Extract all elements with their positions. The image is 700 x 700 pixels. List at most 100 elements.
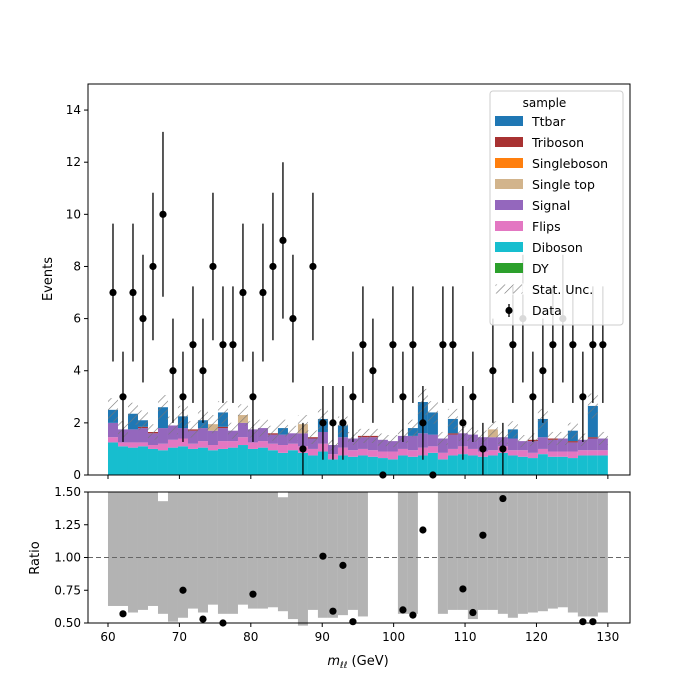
bar-diboson [487,455,498,475]
bar-signal [357,437,368,449]
data-point [109,288,117,297]
main-panel: 0 2 4 6 8 10 12 14 [66,83,631,482]
stat-unc-band [547,431,558,446]
data-point [149,262,157,271]
data-point [569,341,577,349]
bar-signal [217,428,228,442]
ratio-unc-band [187,492,198,609]
ratio-unc-band [337,492,348,616]
data-point [189,341,197,349]
ratio-unc-band [547,492,558,609]
data-point [269,262,277,271]
bar-diboson [457,454,468,475]
ratio-unc-band [257,492,268,609]
bar-flips [227,441,238,448]
bar-ttbar [587,405,598,438]
x-tick-label: 100 [382,630,405,644]
bar-signal [487,437,498,451]
ratio-panel: 0.50 0.75 1.00 1.25 1.50 60 70 80 90 100 110 120 130 [54,485,631,644]
ratio-point [409,611,417,619]
legend-swatch-diboson [495,242,523,252]
legend-label: Stat. Unc. [532,282,593,297]
x-tick-label: 90 [315,630,330,644]
data-point [529,393,537,401]
x-tick-label: 110 [454,630,477,644]
bar-flips [587,450,598,456]
stat-unc-band [447,408,458,430]
data-point [389,341,397,349]
stat-unc-band [507,421,518,438]
ratio-unc-band [117,492,128,606]
ratio-point [479,531,487,539]
x-tick-label: 120 [525,630,548,644]
stat-unc-band [147,424,158,440]
stat-unc-band [487,421,498,438]
ratio-unc-band [107,492,118,606]
data-point [399,393,407,401]
ratio-unc-band [267,492,278,608]
data-point [159,210,167,218]
legend-swatch-singleboson [495,158,523,168]
ratio-unc-band [437,492,448,614]
bar-signal [107,422,118,438]
stat-unc-band [187,421,198,438]
bar-flips [127,442,138,448]
bar-diboson [267,450,278,475]
bar-flips [217,441,228,449]
bar-signal [587,438,598,451]
ratio-y-tick-label: 0.75 [54,583,81,597]
data-point [359,341,367,349]
data-point [549,341,557,349]
stat-unc-band [217,401,228,424]
data-point [299,445,307,453]
bar-signal [127,429,138,443]
stat-unc-band [157,395,168,420]
data-point [199,367,207,375]
legend-label: Flips [532,219,561,234]
data-point [579,393,587,401]
ratio-unc-band [407,492,418,614]
bar-signal [567,442,578,452]
bar-diboson [387,459,398,475]
stat-unc-band [237,404,248,426]
data-point [309,262,317,271]
stat-unc-band [587,393,598,419]
stat-unc-band [517,435,528,448]
bar-diboson [307,455,318,475]
data-point [119,393,127,401]
stat-unc-band [377,433,388,447]
bar-diboson [187,448,198,475]
ratio-unc-band [217,492,228,614]
stat-unc-band [227,422,238,439]
ratio-point [179,586,187,594]
bar-signal [427,434,438,447]
bar-diboson [207,450,218,475]
ratio-point [499,494,507,503]
ratio-unc-band [567,492,578,613]
bar-triboson [567,441,578,443]
data-point [599,341,607,349]
bar-diboson [107,442,118,475]
ratio-point [319,552,327,560]
bar-signal [437,438,448,453]
y-tick-label: 0 [73,468,81,482]
ratio-unc-band [167,492,178,622]
data-point [329,419,337,427]
bar-diboson [447,455,458,475]
stat-unc-band [567,422,578,439]
bar-signal [407,435,418,451]
legend-title: sample [523,96,567,110]
stat-unc-band [387,435,398,448]
bar-flips [577,450,588,456]
bar-diboson [167,447,178,475]
ratio-unc-band [577,492,588,617]
data-point [249,393,257,401]
bar-diboson [287,450,298,475]
data-point [319,419,327,427]
legend-swatch-triboson [495,137,523,147]
x-tick-label: 130 [596,630,619,644]
data-point [259,288,267,297]
ratio-unc-band [237,492,248,605]
bar-signal [367,437,378,451]
